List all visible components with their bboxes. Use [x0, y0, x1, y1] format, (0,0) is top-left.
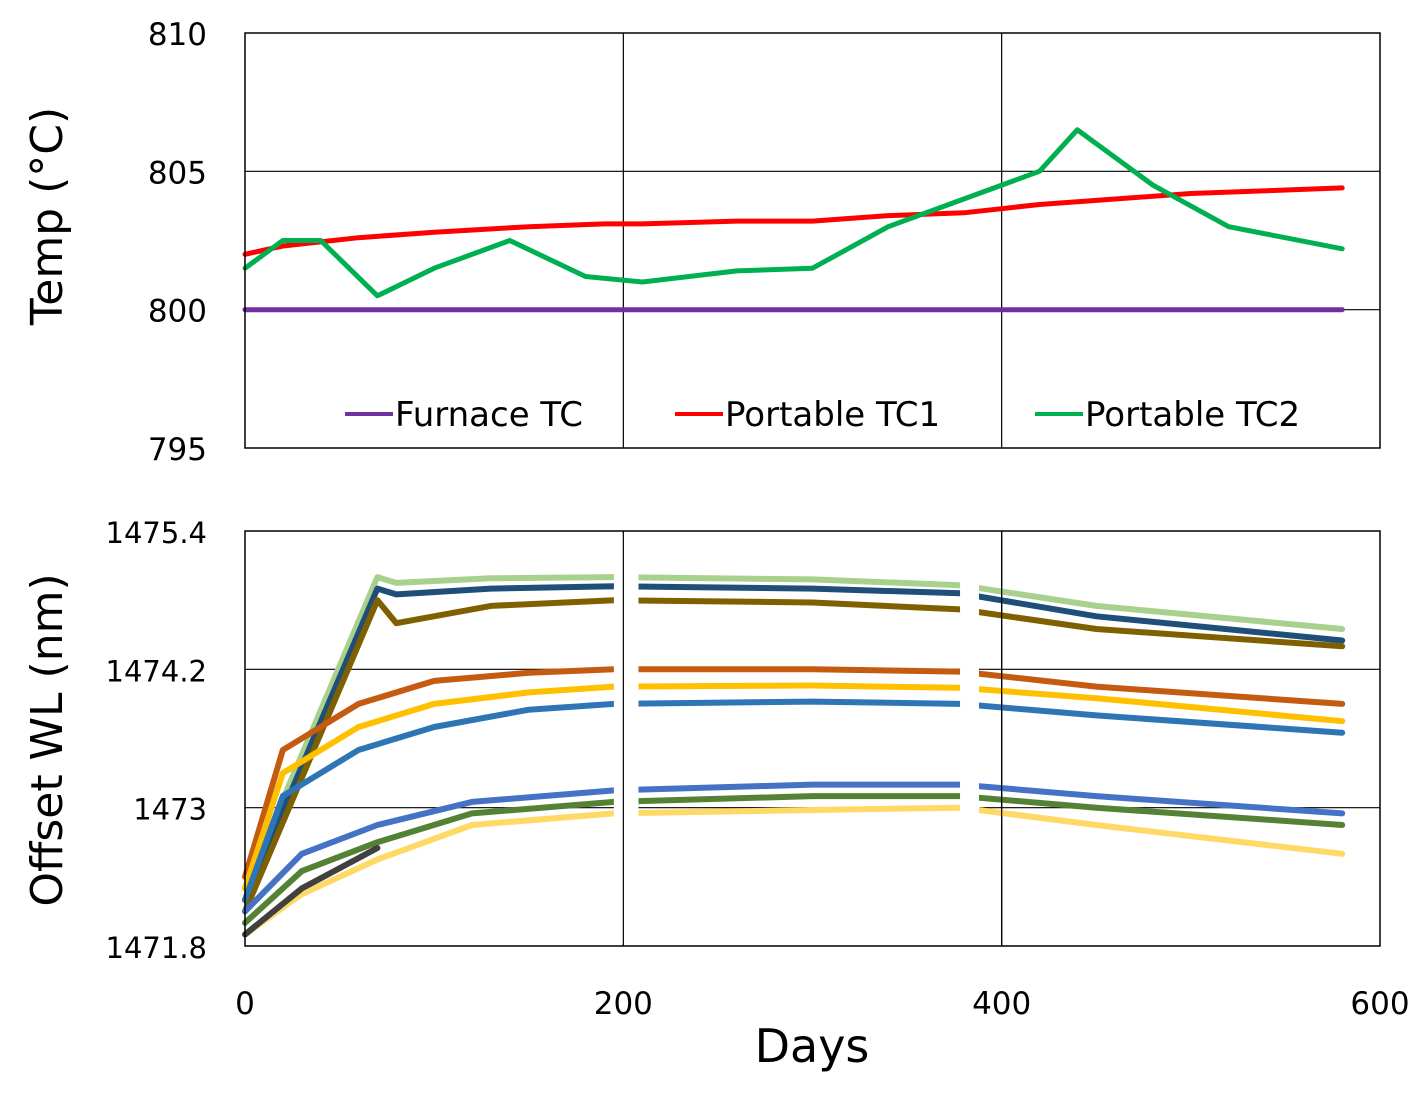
temperature-y-axis-label: Temp (°C): [22, 107, 73, 326]
y-tick-label: 1473: [133, 793, 207, 827]
wavelength-chart-panel: 1475.4 1474.2 1473 1471.8 0 200 400 600 Offset…: [22, 516, 1410, 1073]
wavelength-plot-frame: [244, 530, 1381, 947]
x-tick-label: 600: [1350, 986, 1409, 1022]
data-gap: [613, 533, 639, 944]
legend-label: Portable TC2: [1085, 395, 1300, 435]
wavelength-data-gaps: [613, 531, 1003, 946]
series-line-middle-band-low-: [242, 698, 1346, 903]
y-tick-label: 795: [148, 432, 207, 468]
temperature-chart-panel: 810 805 800 795 Temp (°C) Furnace TC Portabl…: [22, 17, 1381, 468]
series-line-middle-band-top-: [242, 666, 1346, 880]
y-tick-label: 810: [148, 17, 207, 53]
days-x-ticks: 0 200 400 600: [235, 986, 1409, 1022]
series-line-portable-tc1: [242, 185, 1345, 257]
series-line-middle-band-mid-: [242, 682, 1346, 892]
temperature-plot-frame: [244, 32, 1381, 449]
days-x-axis-label: Days: [755, 1019, 870, 1073]
legend-label: Portable TC1: [725, 395, 940, 435]
y-tick-label: 1471.8: [106, 931, 207, 965]
series-line-lower-band-grey-: [242, 845, 381, 938]
y-tick-label: 1474.2: [106, 654, 207, 688]
wavelength-y-ticks: 1475.4 1474.2 1473 1471.8: [106, 516, 207, 965]
x-tick-label: 400: [972, 986, 1031, 1022]
wavelength-y-axis-label: Offset WL (nm): [22, 573, 73, 906]
y-tick-label: 800: [148, 294, 207, 330]
legend-label: Furnace TC: [395, 395, 583, 435]
x-tick-label: 200: [594, 986, 653, 1022]
data-gap: [960, 533, 979, 944]
y-tick-label: 805: [148, 155, 207, 191]
series-line-portable-tc2: [242, 127, 1345, 299]
x-tick-label: 0: [235, 986, 255, 1022]
temperature-series-group: [242, 127, 1345, 313]
temperature-y-ticks: 810 805 800 795: [148, 17, 207, 468]
temperature-plot-area: [245, 33, 1380, 448]
temperature-legend: Furnace TC Portable TC1 Portable TC2: [345, 395, 1300, 435]
y-tick-label: 1475.4: [106, 516, 207, 550]
